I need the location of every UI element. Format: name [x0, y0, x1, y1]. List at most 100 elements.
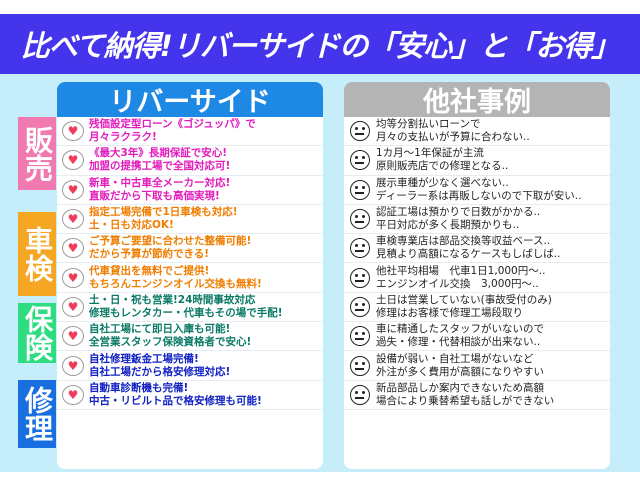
icon-cell	[344, 267, 376, 288]
item-line: 月々ラクラク!	[89, 131, 157, 144]
item-line: 認証工場は預かりで日数がかかる..	[376, 206, 541, 219]
item-text: 代車貸出を無料でご提供! もちろんエンジンオイル交換も無料!	[89, 265, 262, 291]
item-line: 自社工場にて即日入庫も可能!	[89, 323, 231, 336]
item-line: 自社工場だから格安修理対応!	[89, 365, 231, 378]
list-item: 認証工場は預かりで日数がかかる.. 平日対応が多く長期預かりも..	[344, 205, 610, 235]
item-line: ディーラー系は再販しないので下取が安い..	[376, 189, 582, 202]
item-line: 自動車診断機も完備!	[89, 381, 189, 394]
heart-speech-icon: ♥	[62, 384, 84, 405]
neutral-face-icon	[350, 296, 370, 317]
icon-cell: ♥	[57, 179, 89, 200]
heart-speech-icon: ♥	[62, 150, 84, 171]
list-item: ♥ 代車貸出を無料でご提供! もちろんエンジンオイル交換も無料!	[57, 263, 323, 293]
banner-title: 比べて納得!リバーサイドの「安心」と「お得」	[0, 14, 640, 74]
list-item: ♥ 新車・中古車全メーカー対応! 直販だから下取も高価実現!	[57, 176, 323, 205]
item-text: 新車・中古車全メーカー対応! 直販だから下取も高価実現!	[89, 177, 230, 203]
item-line: 車検専業店は部品交換等収益ベース..	[376, 235, 551, 248]
item-line: もちろんエンジンオイル交換も無料!	[89, 277, 262, 290]
item-text: 自社修理鈑金工場完備! 自社工場だから格安修理対応!	[89, 353, 230, 379]
item-text: 自社工場にて即日入庫も可能! 全営業スタッフ保険資格者で安心!	[89, 323, 251, 349]
heart-speech-icon: ♥	[62, 209, 84, 230]
item-text: 設備が弱い・自社工場がないなど 外注が多く費用が高額になりやすい	[376, 353, 544, 379]
item-line: 他社平均相場 代車1日1,000円～..	[376, 264, 546, 277]
icon-cell	[344, 384, 376, 405]
item-line: 平日対応が多く長期預かりも..	[376, 219, 520, 232]
riverside-header: リバーサイド	[57, 82, 323, 118]
icon-cell	[344, 355, 376, 376]
item-text: ご予算ご要望に合わせた整備可能! だから予算が節約できる!	[89, 235, 251, 261]
neutral-face-icon	[350, 179, 370, 200]
item-line: 見積より高額になるケースもしばしば..	[376, 248, 561, 261]
item-line: 月々の支払いが予算に合わない..	[376, 131, 530, 144]
item-line: 土・日・祝も営業!24時間事故対応	[89, 293, 256, 306]
item-line: 中古・リビルト品で格安修理も可能!	[89, 394, 262, 407]
neutral-face-icon	[350, 326, 370, 347]
item-line: 残価設定型ローン《ゴジュッパ》で	[89, 118, 256, 131]
list-item: 展示車種が少なく選べない.. ディーラー系は再販しないので下取が安い..	[344, 176, 610, 205]
heart-speech-icon: ♥	[62, 179, 84, 200]
list-item: 他社平均相場 代車1日1,000円～.. エンジンオイル交換 3,000円～..	[344, 263, 610, 293]
item-text: 車検専業店は部品交換等収益ベース.. 見積より高額になるケースもしばしば..	[376, 235, 560, 261]
icon-cell: ♥	[57, 238, 89, 259]
icon-cell	[344, 238, 376, 259]
item-text: 《最大3年》長期保証で安心! 加盟の提携工場で全国対応可!	[89, 147, 230, 173]
item-line: 設備が弱い・自社工場がないなど	[376, 352, 534, 365]
icon-cell: ♥	[57, 121, 89, 142]
list-item: 車検専業店は部品交換等収益ベース.. 見積より高額になるケースもしばしば..	[344, 234, 610, 264]
neutral-face-icon	[350, 209, 370, 230]
item-line: 自社修理鈑金工場完備!	[89, 352, 199, 365]
item-line: 修理はお客様で修理工場段取り	[376, 306, 523, 319]
item-line: 《最大3年》長期保証で安心!	[89, 147, 228, 160]
item-line: だから予算が節約できる!	[89, 248, 210, 261]
item-line: 新車・中古車全メーカー対応!	[89, 176, 231, 189]
item-line: 直販だから下取も高価実現!	[89, 189, 220, 202]
item-line: 全営業スタッフ保険資格者で安心!	[89, 336, 252, 349]
item-text: 新品部品しか案内できないため高額 場合により乗替希望も話しができない	[376, 382, 554, 408]
item-line: 原則販売店での修理となる..	[376, 160, 509, 173]
heart-speech-icon: ♥	[62, 296, 84, 317]
list-item: ♥ 自社修理鈑金工場完備! 自社工場だから格安修理対応!	[57, 351, 323, 381]
neutral-face-icon	[350, 238, 370, 259]
item-line: 展示車種が少なく選べない..	[376, 176, 509, 189]
item-text: 指定工場完備で1日車検も対応! 土・日も対応OK!	[89, 206, 238, 232]
icon-cell	[344, 150, 376, 171]
item-line: 過失・修理・代替相談が出来ない..	[376, 336, 541, 349]
icon-cell: ♥	[57, 267, 89, 288]
icon-cell: ♥	[57, 150, 89, 171]
icon-cell	[344, 121, 376, 142]
icon-cell: ♥	[57, 384, 89, 405]
category-sales: 販売	[18, 117, 56, 190]
list-item: ♥ 土・日・祝も営業!24時間事故対応 修理もレンタカー・代車もその場で手配!	[57, 293, 323, 323]
item-line: 土・日も対応OK!	[89, 219, 174, 232]
neutral-face-icon	[350, 355, 370, 376]
icon-cell	[344, 296, 376, 317]
list-item: ♥ ご予算ご要望に合わせた整備可能! だから予算が節約できる!	[57, 234, 323, 264]
item-text: 土・日・祝も営業!24時間事故対応 修理もレンタカー・代車もその場で手配!	[89, 294, 283, 320]
neutral-face-icon	[350, 384, 370, 405]
item-line: 加盟の提携工場で全国対応可!	[89, 160, 231, 173]
item-text: 自動車診断機も完備! 中古・リビルト品で格安修理も可能!	[89, 382, 262, 408]
neutral-face-icon	[350, 121, 370, 142]
heart-speech-icon: ♥	[62, 326, 84, 347]
list-item: 均等分割払いローンで 月々の支払いが予算に合わない..	[344, 117, 610, 147]
icon-cell	[344, 209, 376, 230]
item-text: 均等分割払いローンで 月々の支払いが予算に合わない..	[376, 118, 530, 144]
item-line: 1カ月～1年保証が主流	[376, 147, 484, 160]
list-item: ♥ 自動車診断機も完備! 中古・リビルト品で格安修理も可能!	[57, 381, 323, 410]
item-text: 認証工場は預かりで日数がかかる.. 平日対応が多く長期預かりも..	[376, 206, 540, 232]
item-text: 1カ月～1年保証が主流 原則販売店での修理となる..	[376, 147, 508, 173]
item-line: 代車貸出を無料でご提供!	[89, 264, 210, 277]
category-label: 修理	[21, 386, 54, 442]
category-label: 販売	[21, 125, 54, 182]
heart-speech-icon: ♥	[62, 267, 84, 288]
item-line: 新品部品しか案内できないため高額	[376, 381, 544, 394]
icon-cell: ♥	[57, 209, 89, 230]
others-header: 他社事例	[344, 82, 610, 118]
heart-speech-icon: ♥	[62, 238, 84, 259]
item-text: 展示車種が少なく選べない.. ディーラー系は再販しないので下取が安い..	[376, 177, 581, 203]
icon-cell	[344, 179, 376, 200]
item-line: 均等分割払いローンで	[376, 118, 481, 131]
neutral-face-icon	[350, 267, 370, 288]
item-line: 外注が多く費用が高額になりやすい	[376, 365, 544, 378]
others-panel: 他社事例 均等分割払いローンで 月々の支払いが予算に合わない.. 1カ月～1年保証が…	[344, 82, 610, 469]
